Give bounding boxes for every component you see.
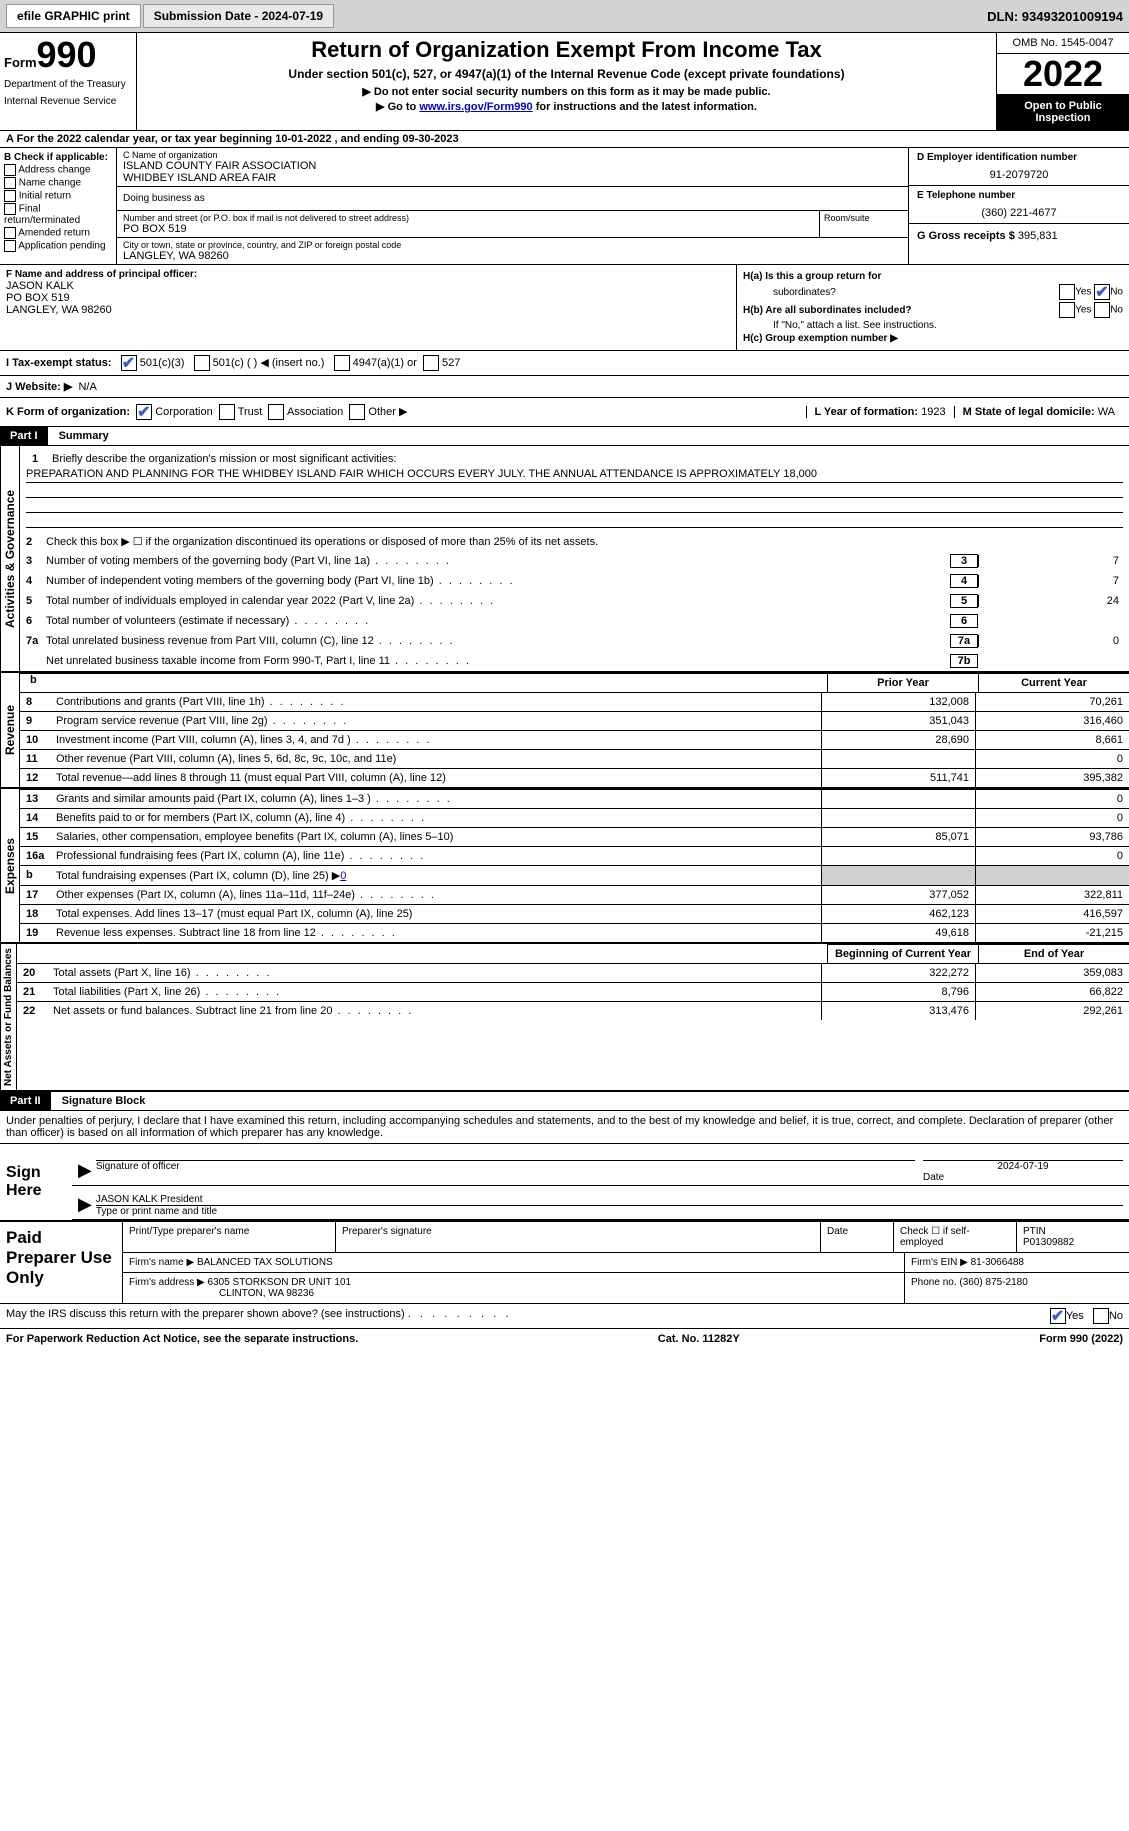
section-b: B Check if applicable: Address change Na… [0,148,117,264]
cb-application[interactable]: Application pending [4,240,112,252]
domicile: M State of legal domicile: WA [954,406,1123,418]
public-inspection: Open to Public Inspection [997,94,1129,130]
sign-here-label: Sign Here [0,1144,72,1220]
hb-no[interactable] [1094,302,1110,318]
cb-address-change[interactable]: Address change [4,164,112,176]
ein-block: D Employer identification number 91-2079… [909,148,1129,186]
side-revenue: Revenue [0,673,20,787]
side-netassets: Net Assets or Fund Balances [0,944,17,1090]
website-row: J Website: ▶ N/A [0,376,1129,398]
discuss-yes[interactable] [1050,1308,1066,1324]
cb-assoc[interactable] [268,404,284,420]
cb-501c3[interactable] [121,355,137,371]
part2-header: Part II [0,1092,51,1110]
perjury-text: Under penalties of perjury, I declare th… [0,1111,1129,1144]
side-activities: Activities & Governance [0,446,20,671]
part1-title: Summary [51,430,109,442]
cb-4947[interactable] [334,355,350,371]
cb-name-change[interactable]: Name change [4,177,112,189]
form-subtitle: Under section 501(c), 527, or 4947(a)(1)… [141,67,992,81]
city-block: City or town, state or province, country… [117,238,909,264]
dba-block: Doing business as [117,187,909,211]
discuss-no[interactable] [1093,1308,1109,1324]
cb-trust[interactable] [219,404,235,420]
mission-text: PREPARATION AND PLANNING FOR THE WHIDBEY… [26,468,1123,483]
cb-amended[interactable]: Amended return [4,227,112,239]
form-number: 990 [37,34,97,75]
cb-final-return[interactable]: Final return/terminated [4,203,112,226]
section-h: H(a) Is this a group return for subordin… [737,265,1129,350]
officer-block: F Name and address of principal officer:… [0,265,737,350]
form-header: Form990 Department of the Treasury Inter… [0,33,1129,131]
cb-corp[interactable] [136,404,152,420]
cb-other[interactable] [349,404,365,420]
form-org: K Form of organization: Corporation Trus… [6,404,806,420]
cb-initial-return[interactable]: Initial return [4,190,112,202]
discuss-row: May the IRS discuss this return with the… [0,1304,1129,1329]
ha-no[interactable] [1094,284,1110,300]
submission-date-button[interactable]: Submission Date - 2024-07-19 [143,4,334,28]
instruction-1: ▶ Do not enter social security numbers o… [141,85,992,98]
street-block: Number and street (or P.O. box if mail i… [117,211,819,237]
part2-title: Signature Block [54,1095,146,1107]
form-title: Return of Organization Exempt From Incom… [141,37,992,63]
irs-label: Internal Revenue Service [4,96,132,107]
omb-number: OMB No. 1545-0047 [997,33,1129,54]
line-a: A For the 2022 calendar year, or tax yea… [0,131,1129,148]
dln-label: DLN: 93493201009194 [987,9,1123,24]
tax-exempt-status: I Tax-exempt status: 501(c)(3) 501(c) ( … [0,351,1129,376]
topbar: efile GRAPHIC print Submission Date - 20… [0,0,1129,33]
phone-block: E Telephone number (360) 221-4677 [909,186,1129,224]
cb-527[interactable] [423,355,439,371]
year-formation: L Year of formation: 1923 [806,406,954,418]
form-label: Form [4,55,37,70]
cb-501c[interactable] [194,355,210,371]
gross-receipts: G Gross receipts $ 395,831 [909,224,1129,248]
ha-yes[interactable] [1059,284,1075,300]
part1-header: Part I [0,427,48,445]
org-name-block: C Name of organization ISLAND COUNTY FAI… [117,148,909,187]
preparer-label: Paid Preparer Use Only [0,1222,122,1303]
footer-left: For Paperwork Reduction Act Notice, see … [6,1333,358,1345]
irs-link[interactable]: www.irs.gov/Form990 [419,101,532,113]
room-block: Room/suite [819,211,908,237]
hb-yes[interactable] [1059,302,1075,318]
footer-mid: Cat. No. 11282Y [658,1333,740,1345]
footer-right: Form 990 (2022) [1039,1333,1123,1345]
sig-arrow-icon-2: ▶ [78,1194,92,1217]
sig-arrow-icon: ▶ [78,1160,92,1183]
instruction-2: ▶ Go to www.irs.gov/Form990 for instruct… [141,100,992,113]
tax-year: 2022 [997,54,1129,94]
dept-label: Department of the Treasury [4,79,132,90]
efile-button[interactable]: efile GRAPHIC print [6,4,141,28]
side-expenses: Expenses [0,789,20,942]
